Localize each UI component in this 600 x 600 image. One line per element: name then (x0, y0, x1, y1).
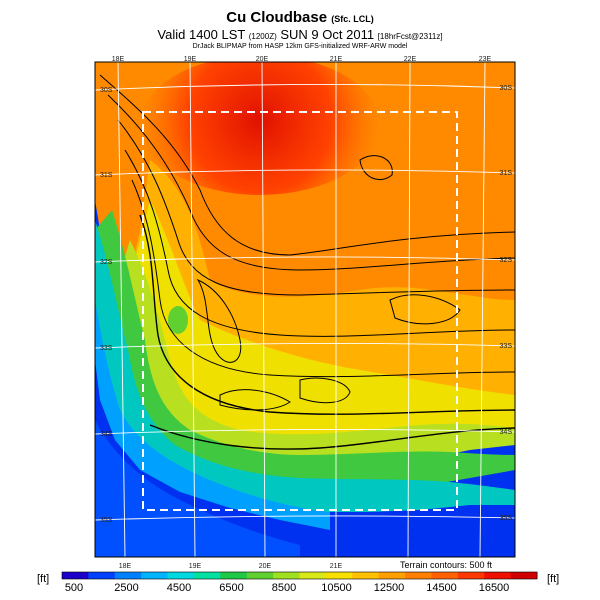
lat-label-right: 32S (500, 257, 513, 264)
lat-label-right: 30S (500, 85, 513, 92)
colorbar-swatch (484, 572, 512, 579)
lat-label-left: 35S (100, 517, 113, 524)
colorbar-swatch (167, 572, 195, 579)
colorbar-unit-right: [ft] (547, 573, 560, 585)
colorbar-tick-label: 10500 (321, 582, 352, 594)
colorbar-ticks: 500 2500 4500 6500 8500 10500 12500 14500 16500 (65, 582, 509, 594)
lat-label-left: 32S (100, 259, 113, 266)
colorbar-swatch (299, 572, 327, 579)
lon-label-top: 20E (256, 56, 269, 63)
lat-label-left: 33S (100, 345, 113, 352)
colorbar (61, 571, 538, 580)
terrain-note: Terrain contours: 500 ft (400, 560, 493, 570)
lat-label-right: 31S (500, 170, 513, 177)
colorbar-tick-label: 6500 (219, 582, 243, 594)
colorbar-swatch (510, 572, 538, 579)
lon-label-bottom: 20E (259, 563, 272, 570)
lat-label-right: 33S (500, 343, 513, 350)
colorbar-tick-label: 2500 (114, 582, 138, 594)
lat-label-left: 34S (100, 431, 113, 438)
colorbar-swatch (457, 572, 485, 579)
lat-label-right: 35S (500, 515, 513, 522)
latlon-grid (95, 62, 515, 557)
colorbar-frame (61, 571, 538, 580)
map-title: Cu Cloudbase (Sfc. LCL) (226, 9, 374, 26)
lon-label-top: 21E (330, 56, 343, 63)
colorbar-swatch (352, 572, 380, 579)
lat-label-left: 30S (100, 87, 113, 94)
colorbar-tick-label: 14500 (426, 582, 457, 594)
colorbar-swatch (405, 572, 432, 579)
colorbar-swatch (88, 572, 116, 579)
inner-domain-box (142, 111, 458, 511)
colorbar-tick-label: 8500 (272, 582, 296, 594)
colorbar-unit-left: [ft] (37, 573, 50, 585)
lon-label-bottom: 21E (330, 563, 343, 570)
colorbar-swatch (114, 572, 142, 579)
lat-label-left: 31S (100, 172, 113, 179)
colorbar-swatch (141, 572, 169, 579)
lon-label-top: 18E (112, 56, 125, 63)
colorbar-swatch (378, 572, 406, 579)
colorbar-swatch (246, 572, 274, 579)
lon-label-bottom: 19E (189, 563, 202, 570)
lon-label-top: 22E (404, 56, 417, 63)
colorbar-swatch (431, 572, 459, 579)
lon-label-bottom: 18E (119, 563, 132, 570)
colorbar-tick-label: 16500 (479, 582, 510, 594)
colorbar-swatch (273, 572, 300, 579)
colorbar-swatch (220, 572, 248, 579)
lat-label-right: 34S (500, 429, 513, 436)
valid-time: Valid 1400 LST (1200Z) SUN 9 Oct 2011 [1… (157, 27, 443, 42)
colorbar-swatch (62, 572, 89, 579)
lon-label-top: 19E (184, 56, 197, 63)
colorbar-tick-label: 12500 (374, 582, 405, 594)
colorbar-tick-label: 4500 (167, 582, 191, 594)
map-frame (94, 61, 516, 558)
map-subtitle: DrJack BLIPMAP from HASP 12km GFS-initia… (192, 43, 408, 50)
cloudbase-contours (99, 74, 515, 450)
cloudbase-field (95, 62, 515, 557)
colorbar-swatch (193, 572, 221, 579)
colorbar-tick-label: 500 (65, 582, 83, 594)
lon-label-top: 23E (479, 56, 492, 63)
colorbar-swatch (325, 572, 353, 579)
